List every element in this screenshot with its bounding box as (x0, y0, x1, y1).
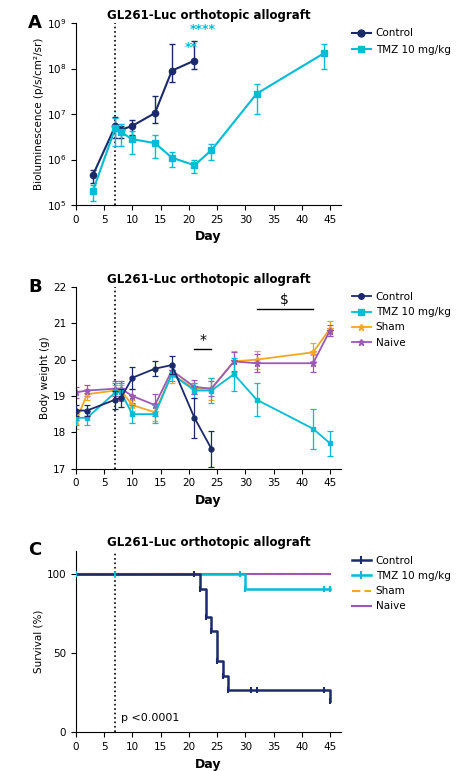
Text: ****: **** (190, 23, 216, 36)
Title: GL261-Luc orthotopic allograft: GL261-Luc orthotopic allograft (107, 273, 310, 286)
X-axis label: Day: Day (195, 494, 222, 507)
Text: p <0.0001: p <0.0001 (121, 713, 179, 723)
Title: GL261-Luc orthotopic allograft: GL261-Luc orthotopic allograft (107, 537, 310, 550)
Legend: Control, TMZ 10 mg/kg: Control, TMZ 10 mg/kg (352, 29, 451, 55)
X-axis label: Day: Day (195, 758, 222, 771)
Text: *: * (200, 333, 206, 347)
Title: GL261-Luc orthotopic allograft: GL261-Luc orthotopic allograft (107, 9, 310, 22)
Text: $: $ (280, 293, 289, 307)
Y-axis label: Bioluminescence (p/s/cm²/sr): Bioluminescence (p/s/cm²/sr) (34, 38, 44, 190)
Legend: Control, TMZ 10 mg/kg, Sham, Naive: Control, TMZ 10 mg/kg, Sham, Naive (352, 556, 451, 611)
Text: C: C (28, 541, 41, 560)
X-axis label: Day: Day (195, 231, 222, 244)
Legend: Control, TMZ 10 mg/kg, Sham, Naive: Control, TMZ 10 mg/kg, Sham, Naive (352, 292, 451, 348)
Y-axis label: Survival (%): Survival (%) (34, 610, 44, 673)
Text: **: ** (185, 41, 198, 53)
Text: B: B (28, 278, 42, 296)
Text: A: A (28, 14, 42, 32)
Y-axis label: Body weight (g): Body weight (g) (40, 336, 50, 419)
